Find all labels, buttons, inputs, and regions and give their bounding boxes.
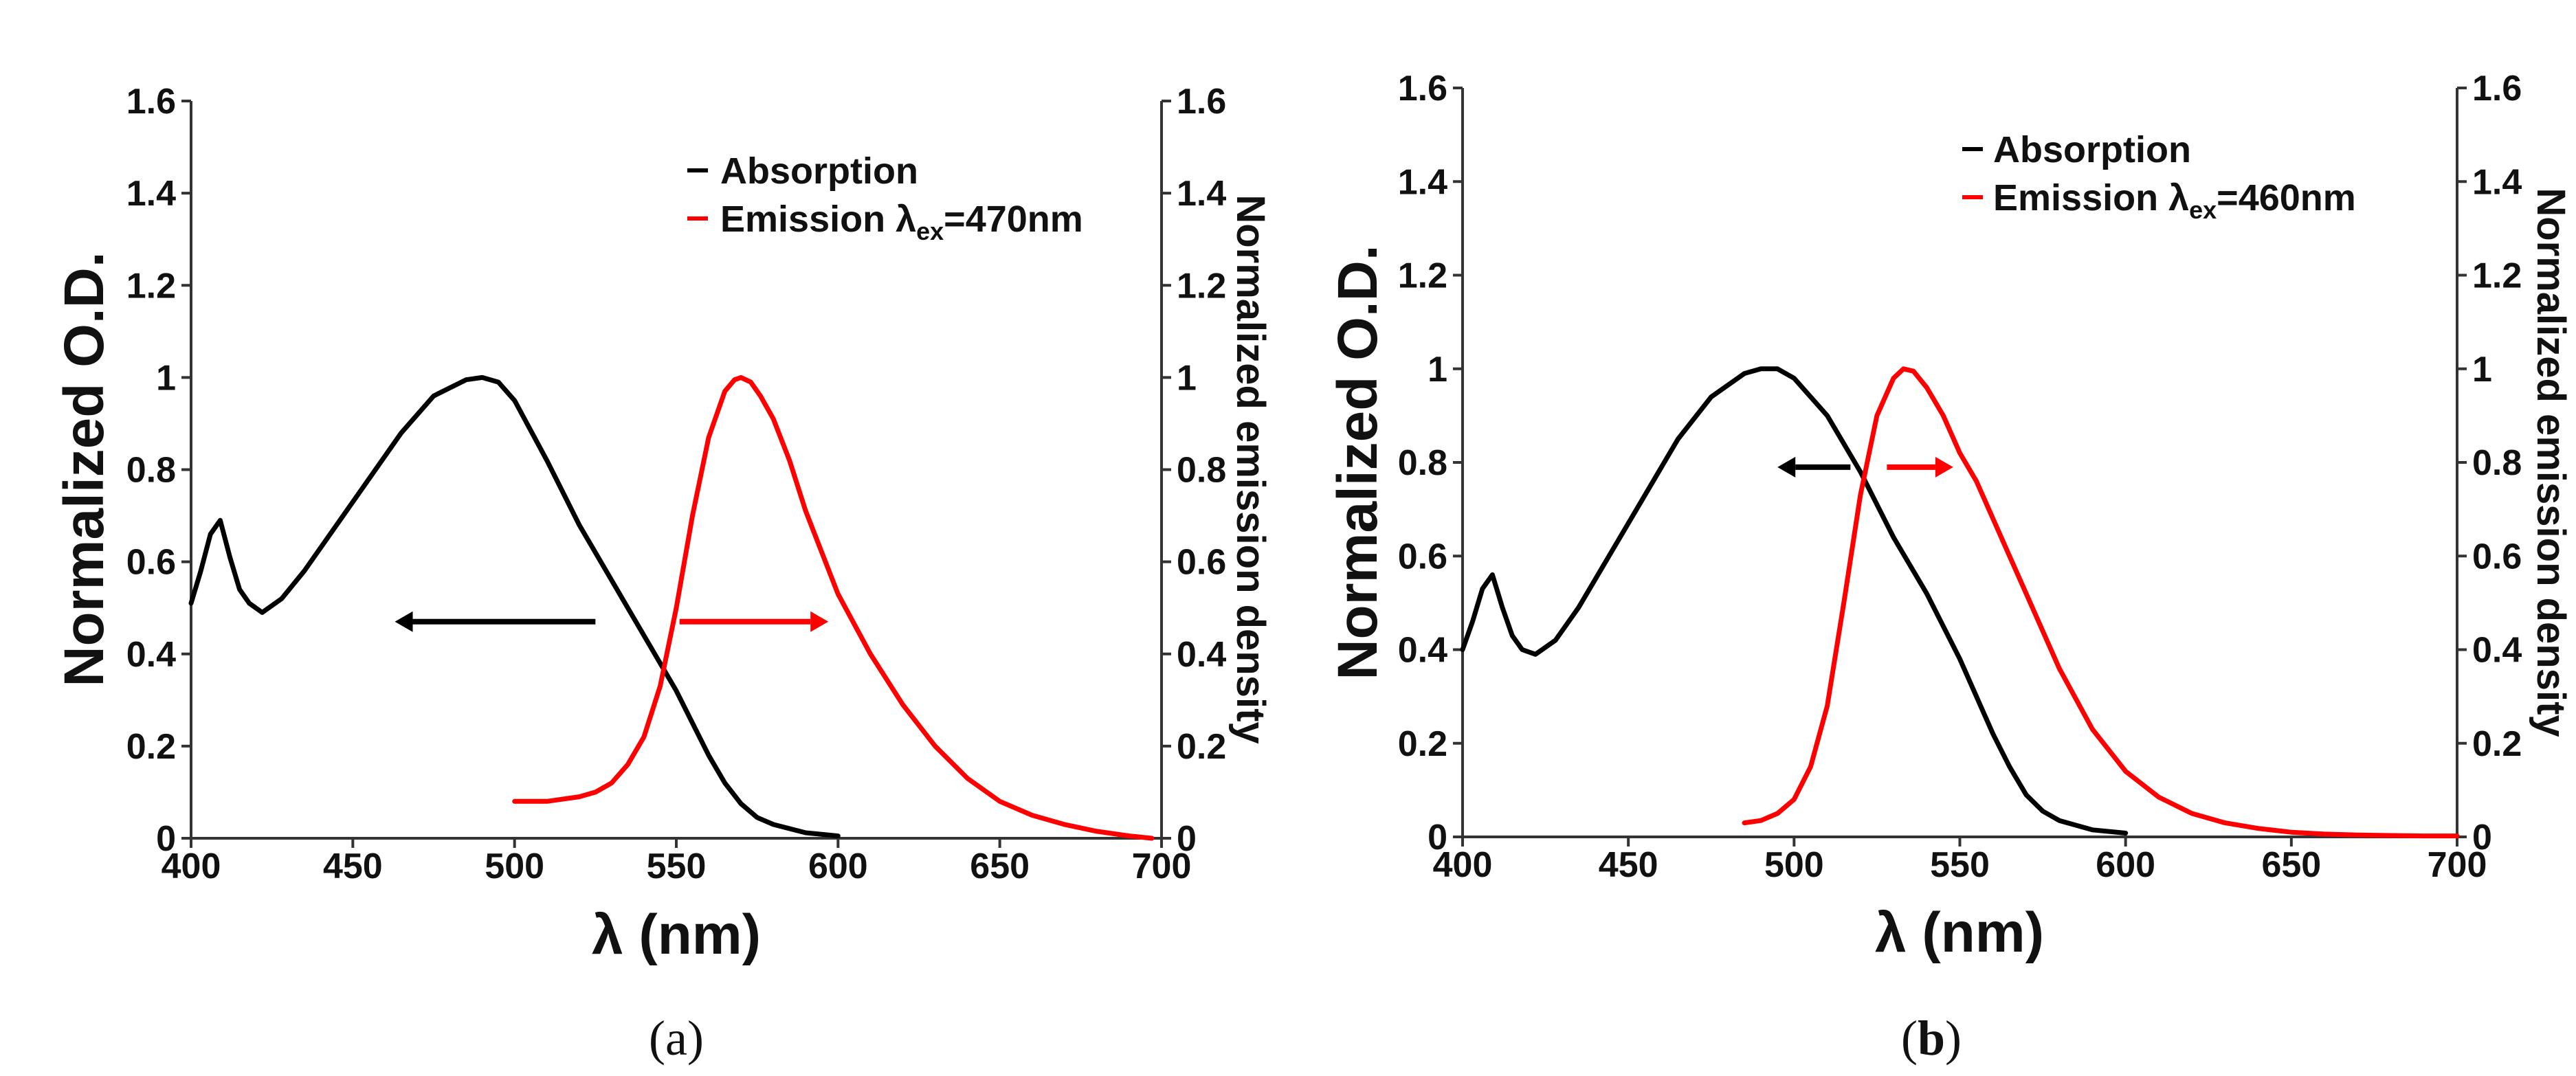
- legend-item-absorption: Absorption: [687, 150, 918, 192]
- legend: Absorption Emission λex=460nm: [1962, 129, 2356, 224]
- y-tick-label: 0.8: [1398, 443, 1447, 483]
- y-right-tick-label: 1: [1177, 358, 1197, 398]
- y-tick-label: 0.2: [126, 727, 176, 767]
- x-axis-title: λ (nm): [592, 904, 761, 966]
- series-line-emission: [1742, 366, 2460, 839]
- x-tick-label: 450: [1599, 845, 1658, 885]
- legend-label-absorption: Absorption: [720, 150, 918, 192]
- x-tick-label: 500: [485, 847, 544, 886]
- y-right-tick-label: 0.2: [1177, 727, 1226, 767]
- y-tick-label: 1: [1428, 350, 1447, 390]
- x-tick-label: 400: [162, 847, 221, 886]
- series-group: [1460, 366, 2460, 839]
- y-tick-label: 1.6: [1398, 69, 1447, 109]
- annotation-group: [395, 611, 829, 632]
- legend-label-emission: Emission λex=460nm: [1993, 177, 2356, 224]
- series-line-emission: [512, 374, 1155, 841]
- legend-item-absorption: Absorption: [1962, 129, 2191, 170]
- x-axis-title: λ (nm): [1875, 901, 2044, 964]
- y-right-tick-label: 1.2: [2472, 256, 2522, 296]
- arrow-head-left: [395, 611, 413, 632]
- x-tick-label: 450: [323, 847, 383, 886]
- y-tick-label: 0: [156, 819, 176, 859]
- y-axis-title: Normalized O.D.: [1326, 245, 1389, 680]
- y-tick-label: 1.2: [1398, 256, 1447, 296]
- x-tick-label: 550: [1930, 845, 1990, 885]
- legend-item-emission: Emission λex=470nm: [687, 199, 1083, 245]
- x-tick-label: 500: [1764, 845, 1824, 885]
- y-right-tick-label: 0.2: [2472, 724, 2522, 764]
- y-tick-label: 0.6: [1398, 537, 1447, 576]
- arrow-head-right: [810, 611, 829, 632]
- legend-label-emission-sub: ex: [916, 217, 944, 245]
- y-right-tick-label: 0.6: [2472, 537, 2522, 576]
- x-tick-label: 700: [1132, 847, 1192, 886]
- y-tick-label: 1.4: [126, 174, 176, 214]
- y-tick-label: 0.8: [126, 451, 176, 491]
- y-tick-label: 0.4: [1398, 631, 1447, 671]
- y-ticks-right: 0 0.2 0.4 0.6 0.8 1 1.2 1.4 1.6: [1162, 82, 1226, 859]
- legend-label-emission-sub: ex: [2189, 196, 2217, 224]
- legend-label-emission-tail: =470nm: [944, 199, 1083, 240]
- x-ticks: 400 450 500 550 600 650 700: [162, 838, 1192, 886]
- y-ticks-left: 0 0.2 0.4 0.6 0.8 1 1.2 1.4 1.6: [126, 82, 191, 859]
- x-tick-label: 550: [647, 847, 707, 886]
- y-right-tick-label: 1.4: [1177, 174, 1226, 214]
- legend-label-emission-tail: =460nm: [2217, 177, 2356, 218]
- x-tick-label: 600: [2096, 845, 2155, 885]
- y-right-tick-label: 0.4: [2472, 631, 2522, 671]
- legend-label-emission: Emission λex=470nm: [720, 199, 1083, 245]
- y-right-tick-label: 0: [1177, 819, 1197, 859]
- legend: Absorption Emission λex=470nm: [687, 150, 1083, 245]
- y-right-tick-label: 0: [2472, 818, 2492, 858]
- y-tick-label: 0.2: [1398, 724, 1447, 764]
- panel-letter-a: a: [665, 1011, 687, 1066]
- panel-label-a: (a): [649, 1011, 704, 1066]
- legend-label-emission-main: Emission λ: [1993, 177, 2189, 218]
- x-tick-label: 650: [970, 847, 1030, 886]
- y-tick-label: 1.2: [126, 266, 176, 306]
- arrow-head-right: [1935, 456, 1953, 478]
- panel-label-b: (b): [1901, 1011, 1962, 1066]
- series-line-absorption: [188, 374, 841, 839]
- y-tick-label: 1.6: [126, 82, 176, 122]
- chart-panel-a: 400 450 500 550 600 650 700 0 0.2 0.4 0.6 0.8 1 1.2 1…: [53, 82, 1273, 1066]
- x-tick-label: 600: [808, 847, 868, 886]
- y-right-tick-label: 0.6: [1177, 543, 1226, 583]
- x-ticks: 400 450 500 550 600 650 700: [1433, 837, 2487, 885]
- y-right-tick-label: 1.4: [2472, 162, 2522, 202]
- legend-label-absorption: Absorption: [1993, 129, 2191, 170]
- y-right-tick-label: 1.6: [1177, 82, 1226, 122]
- series-group: [188, 374, 1155, 841]
- y-right-tick-label: 1: [2472, 350, 2492, 390]
- x-tick-label: 400: [1433, 845, 1493, 885]
- y-tick-label: 1.4: [1398, 162, 1447, 202]
- y-ticks-right: 0 0.2 0.4 0.6 0.8 1 1.2 1.4 1.6: [2457, 69, 2522, 858]
- y-right-tick-label: 1.6: [2472, 69, 2522, 109]
- y-axis-title-right: Normalized emission density: [2529, 188, 2573, 737]
- y-axis-title: Normalized O.D.: [53, 251, 115, 686]
- y-right-tick-label: 0.8: [1177, 451, 1226, 491]
- y-ticks-left: 0 0.2 0.4 0.6 0.8 1 1.2 1.4 1.6: [1398, 69, 1463, 858]
- y-axis-title-right: Normalized emission density: [1228, 194, 1273, 743]
- y-tick-label: 0.4: [126, 635, 176, 675]
- y-right-tick-label: 0.8: [2472, 443, 2522, 483]
- series-line-absorption: [1460, 366, 2129, 836]
- x-tick-label: 650: [2261, 845, 2321, 885]
- y-tick-label: 0.6: [126, 543, 176, 583]
- legend-item-emission: Emission λex=460nm: [1962, 177, 2356, 224]
- y-right-tick-label: 1.2: [1177, 266, 1226, 306]
- x-tick-label: 700: [2428, 845, 2487, 885]
- annotation-group: [1777, 456, 1953, 478]
- arrow-head-left: [1777, 456, 1796, 478]
- legend-label-emission-main: Emission λ: [720, 199, 916, 240]
- chart-panel-b: 400 450 500 550 600 650 700 0 0.2 0.4 0.6 0.8 1 1.2 1…: [1326, 69, 2573, 1066]
- panel-letter-b: b: [1918, 1011, 1945, 1066]
- y-right-tick-label: 0.4: [1177, 635, 1226, 675]
- y-tick-label: 0: [1428, 818, 1447, 858]
- y-tick-label: 1: [156, 358, 176, 398]
